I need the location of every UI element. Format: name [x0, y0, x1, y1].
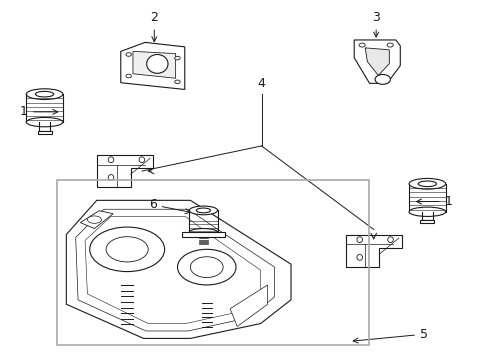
Bar: [38, 131, 51, 134]
Polygon shape: [353, 40, 400, 84]
Ellipse shape: [126, 74, 131, 78]
Ellipse shape: [408, 179, 445, 189]
Ellipse shape: [87, 216, 101, 223]
Polygon shape: [97, 155, 153, 187]
Ellipse shape: [126, 53, 131, 56]
Polygon shape: [66, 200, 290, 338]
Ellipse shape: [139, 157, 144, 163]
Bar: [57, 180, 368, 345]
Ellipse shape: [386, 43, 392, 47]
Text: 1: 1: [20, 105, 58, 118]
Text: 6: 6: [148, 198, 190, 214]
Polygon shape: [121, 42, 184, 89]
Ellipse shape: [174, 80, 180, 84]
Ellipse shape: [356, 255, 362, 260]
Ellipse shape: [106, 237, 148, 262]
Ellipse shape: [387, 237, 392, 243]
Text: 5: 5: [352, 328, 427, 343]
Ellipse shape: [26, 89, 63, 99]
Ellipse shape: [108, 157, 114, 163]
Ellipse shape: [177, 249, 236, 285]
Ellipse shape: [374, 75, 389, 84]
Polygon shape: [345, 235, 401, 267]
Ellipse shape: [189, 229, 217, 236]
Ellipse shape: [90, 227, 164, 271]
Ellipse shape: [356, 237, 362, 243]
Polygon shape: [365, 48, 388, 76]
Ellipse shape: [108, 175, 114, 180]
Ellipse shape: [35, 91, 54, 97]
Ellipse shape: [174, 56, 180, 60]
Text: 2: 2: [150, 12, 158, 42]
Ellipse shape: [189, 206, 217, 215]
Ellipse shape: [408, 207, 445, 216]
Polygon shape: [80, 211, 113, 229]
Polygon shape: [133, 51, 175, 78]
Ellipse shape: [190, 257, 223, 278]
Ellipse shape: [26, 117, 63, 127]
Bar: [182, 232, 224, 237]
Ellipse shape: [417, 181, 436, 186]
Text: 1: 1: [416, 195, 451, 208]
Polygon shape: [230, 285, 267, 327]
Ellipse shape: [358, 43, 365, 47]
Ellipse shape: [196, 208, 210, 213]
Ellipse shape: [146, 54, 168, 73]
Text: 4: 4: [257, 77, 265, 90]
Bar: [420, 220, 433, 224]
Text: 3: 3: [371, 12, 379, 37]
